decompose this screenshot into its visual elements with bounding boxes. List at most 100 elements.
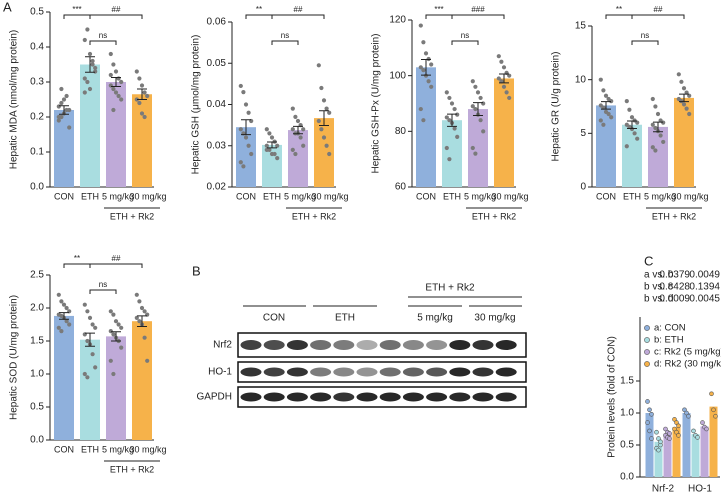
error-bar — [85, 332, 95, 347]
data-point — [624, 144, 629, 149]
table-label: b vs. c — [644, 282, 673, 293]
bar — [106, 82, 126, 187]
data-point — [246, 143, 251, 148]
data-point — [90, 62, 95, 67]
data-point — [59, 86, 64, 92]
data-point — [418, 65, 423, 70]
data-point — [418, 23, 423, 28]
bar — [416, 67, 436, 187]
data-point — [111, 107, 116, 113]
data-point — [90, 58, 95, 64]
significance-label: ns — [99, 280, 107, 289]
data-point — [478, 95, 483, 101]
data-point — [447, 157, 452, 162]
data-point — [647, 428, 652, 434]
data-point — [667, 436, 672, 441]
significance-label: ## — [112, 5, 121, 14]
legend-marker — [644, 361, 650, 367]
data-point — [481, 101, 486, 106]
data-point — [672, 426, 677, 432]
error-bar — [421, 59, 431, 76]
data-point — [684, 410, 689, 416]
x-tick-label: ETH — [443, 191, 461, 201]
data-point — [481, 129, 486, 134]
legend-label: d: Rk2 (30 mg/kg) — [654, 359, 721, 370]
error-bar — [601, 101, 611, 110]
data-point — [241, 90, 246, 95]
x-tick-label: Nrf-2 — [652, 484, 675, 495]
blot-band — [379, 392, 401, 402]
bar — [314, 118, 334, 187]
x-tick-label: 5 mg/kg — [102, 444, 134, 454]
data-point — [82, 37, 87, 43]
data-point — [67, 125, 72, 130]
bar — [663, 433, 672, 477]
data-point — [246, 110, 251, 115]
data-point — [264, 147, 269, 152]
x-tick-label: ETH — [81, 444, 99, 454]
x-tick-label: ETH — [263, 191, 281, 201]
data-point — [108, 51, 113, 57]
blot-band — [449, 392, 471, 402]
data-point — [249, 151, 254, 157]
bar — [648, 126, 668, 187]
significance-label: ** — [616, 5, 622, 14]
error-bar — [267, 141, 277, 149]
error-bar — [59, 105, 69, 115]
data-point — [676, 72, 681, 77]
data-point — [421, 40, 426, 45]
data-point — [137, 299, 142, 304]
data-point — [111, 332, 116, 337]
bar — [691, 434, 700, 477]
table-value: 0.0045 — [689, 294, 720, 305]
data-point — [475, 90, 481, 95]
data-point — [108, 309, 113, 314]
data-point — [293, 151, 298, 157]
data-point — [676, 433, 681, 438]
data-point — [108, 329, 113, 334]
x-tick-label: CON — [416, 191, 436, 201]
significance-bracket — [89, 14, 143, 19]
data-point — [444, 90, 449, 95]
data-point — [87, 51, 93, 57]
blot-band — [449, 340, 471, 350]
error-bar — [499, 73, 509, 84]
data-point — [134, 97, 139, 102]
data-point — [473, 151, 478, 156]
data-point — [429, 62, 434, 67]
data-point — [264, 143, 269, 148]
data-point — [695, 435, 700, 440]
significance-bracket — [631, 14, 685, 19]
blot-band — [240, 367, 262, 377]
bar — [80, 339, 100, 440]
data-point — [82, 371, 87, 377]
data-point — [679, 99, 684, 104]
bar — [106, 336, 126, 440]
data-point — [275, 156, 280, 161]
y-tick-label: 2.0 — [30, 303, 44, 314]
blot-band — [356, 392, 378, 402]
data-point — [501, 84, 507, 89]
data-point — [674, 429, 679, 435]
data-point — [243, 135, 249, 140]
data-point — [679, 79, 684, 84]
data-point — [635, 136, 640, 141]
significance-label: ns — [99, 31, 107, 40]
data-point — [426, 56, 431, 62]
bar — [672, 427, 681, 477]
y-tick-label: 5 — [580, 128, 586, 139]
data-point — [455, 134, 460, 139]
table-value: 0.8428 — [659, 282, 690, 293]
blot-band — [426, 392, 448, 402]
data-point — [653, 125, 658, 131]
data-point — [658, 439, 663, 445]
data-point — [85, 309, 90, 314]
data-point — [324, 143, 329, 148]
significance-label: ns — [281, 31, 289, 40]
significance-label: ns — [641, 31, 649, 40]
significance-label: ### — [471, 5, 485, 14]
table-label: b vs. d — [644, 294, 673, 305]
data-point — [629, 126, 635, 132]
blot-band — [495, 392, 517, 402]
